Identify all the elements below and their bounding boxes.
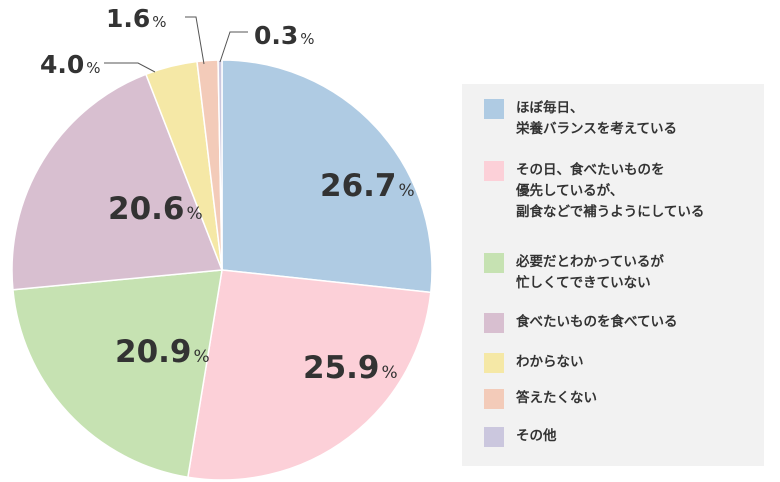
legend-label: その他 [516,428,557,444]
legend-swatch [484,161,504,181]
legend-swatch [484,253,504,273]
legend-swatch [484,353,504,373]
leader-line-5 [185,16,205,65]
legend-label: わからない [516,354,584,370]
legend-item: 答えたくない [484,388,597,409]
legend-label: その日、食べたいものを 優先しているが、 副食などで補うようにしている [516,162,705,220]
leader-line-4 [104,62,156,73]
legend-item: ほぼ毎日、 栄養バランスを考えている [484,98,677,140]
legend-label: 食べたいものを食べている [516,314,678,330]
pie-chart: 26.7 % 25.9 % 20.9 % 20.6 % 4.0 %1.6% 0.3% [11,4,433,481]
legend-item: 必要だとわかっているが 忙しくてできていない [484,252,664,294]
slice-value-label-1: 25.9% [303,350,398,386]
legend-label: 答えたくない [516,390,597,406]
pie-slice-0 [221,59,433,294]
slice-value-label-0: 26.7% [320,168,415,204]
legend-item: その他 [484,426,557,447]
legend-item: 食べたいものを食べている [484,312,677,333]
legend-swatch [484,389,504,409]
slice-value-label-3: 20.6% [108,191,203,227]
legend: ほぼ毎日、 栄養バランスを考えているその日、食べたいものを 優先しているが、 副… [462,84,764,466]
slice-value-label-2: 20.9% [115,334,210,370]
legend-label: ほぼ毎日、 栄養バランスを考えている [516,100,678,137]
pie-slice-1 [186,269,432,481]
legend-label: 必要だとわかっているが 忙しくてできていない [516,254,664,291]
slice-value-label-5: 1.6% [106,4,167,33]
legend-swatch [484,313,504,333]
legend-item: その日、食べたいものを 優先しているが、 副食などで補うようにしている [484,160,704,223]
pie-slice-3 [11,73,224,291]
legend-item: わからない [484,352,584,373]
pie-slice-6 [217,59,223,271]
slice-value-label-4: 4.0% [40,50,101,79]
slice-value-label-6: 0.3% [254,21,315,50]
pie-slice-2 [12,269,223,479]
legend-swatch [484,99,504,119]
leader-line-6 [219,31,248,63]
legend-swatch [484,427,504,447]
